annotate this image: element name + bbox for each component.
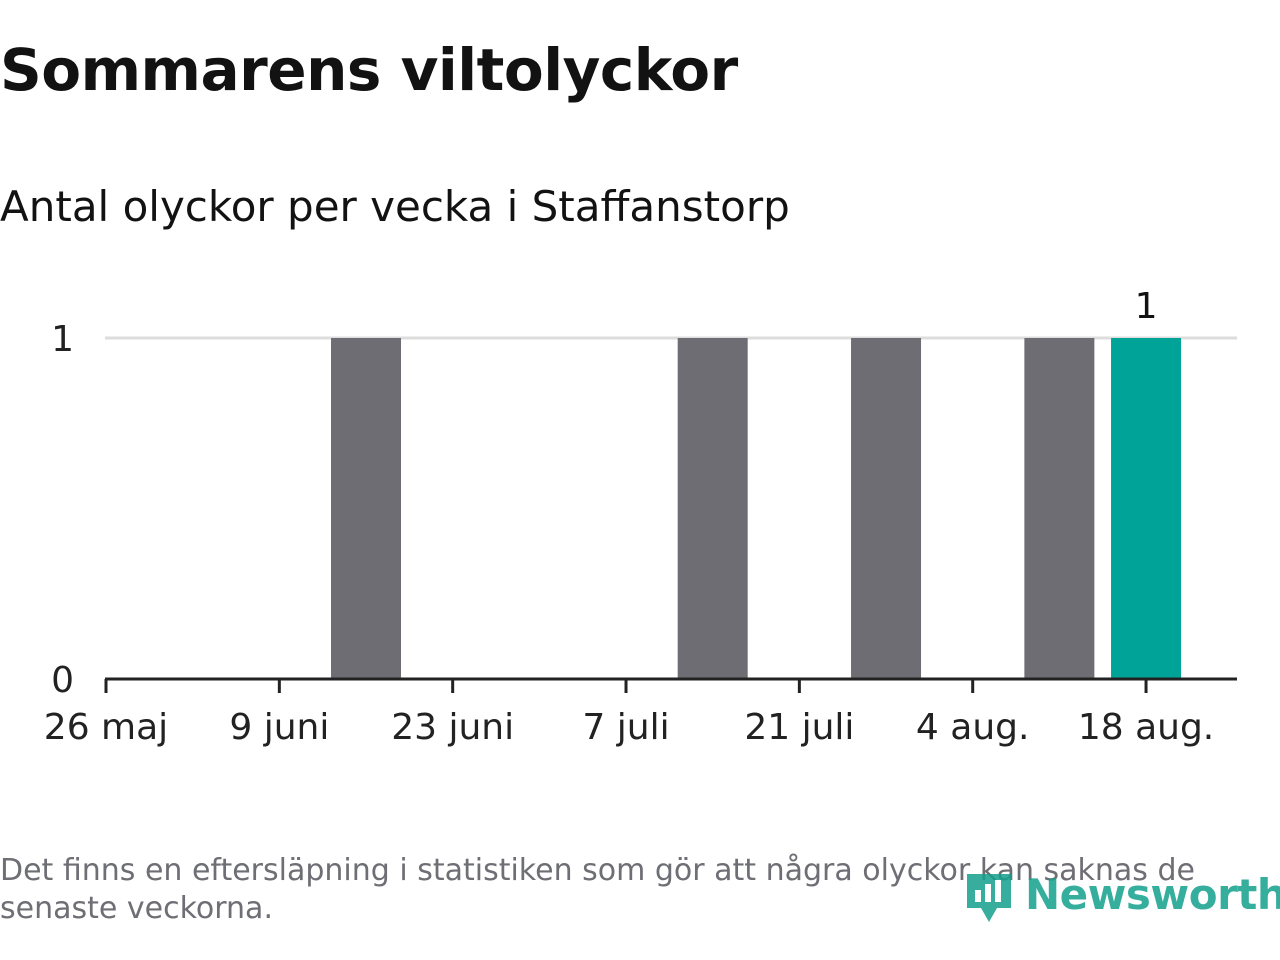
x-tick-label: 18 aug. — [1078, 707, 1214, 748]
bar — [677, 338, 748, 679]
bar — [331, 338, 402, 679]
data-label: 1 — [1135, 286, 1158, 327]
bar — [851, 338, 922, 679]
x-tick-label: 26 maj — [44, 707, 168, 748]
x-tick-label: 21 juli — [744, 707, 854, 748]
newsworthy-logo: Newsworthy — [963, 860, 1280, 928]
x-tick-label: 9 juni — [229, 707, 329, 748]
chart-subtitle: Antal olyckor per vecka i Staffanstorp — [0, 182, 790, 231]
x-tick-label: 4 aug. — [916, 707, 1030, 748]
chart-title: Sommarens viltolyckor — [0, 36, 738, 104]
bar-highlight — [1111, 338, 1182, 679]
newsworthy-logo-text: Newsworthy — [1025, 869, 1280, 919]
x-tick-label: 7 juli — [582, 707, 669, 748]
bar-chart: 0 1 1 26 maj 9 juni 23 juni 7 juli 21 juli 4 aug… — [44, 286, 1237, 748]
x-tick-label: 23 juni — [391, 707, 514, 748]
newsworthy-logo-icon — [963, 860, 1015, 928]
y-tick-label: 0 — [51, 660, 74, 701]
bar — [1024, 338, 1095, 679]
y-tick-label: 1 — [51, 319, 74, 360]
